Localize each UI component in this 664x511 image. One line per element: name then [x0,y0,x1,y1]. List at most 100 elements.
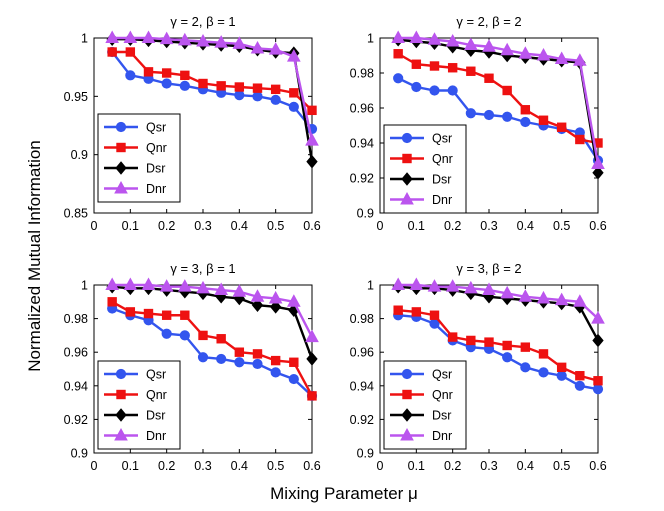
y-tick-label: 0.96 [350,346,374,360]
data-point [536,47,551,61]
data-point [411,81,422,93]
data-point [447,63,458,73]
series-dnr [391,277,605,324]
x-tick-label: 0.3 [194,219,211,233]
x-axis-label: Mixing Parameter μ [270,484,418,503]
legend-label: Dnr [432,429,452,443]
data-point [161,68,172,78]
data-point [159,31,174,45]
data-point [143,308,154,319]
subplot-title: γ = 3, β = 2 [456,261,521,276]
data-point [123,30,138,43]
x-tick-label: 0.6 [589,219,606,233]
data-point [288,373,299,385]
legend: Qsr Qnr Dsr Dnr [97,113,181,203]
data-point [463,280,478,294]
legend-label: Qnr [432,152,453,166]
series-dnr [391,30,605,169]
x-tick-label: 0.2 [158,219,175,233]
data-point [105,30,120,43]
y-tick-label: 0.9 [357,447,374,461]
x-tick-label: 0.5 [267,459,284,473]
data-point [161,328,172,339]
data-point [141,30,156,43]
x-tick-label: 0.6 [589,459,606,473]
data-point [391,277,406,290]
legend-swatch-marker [400,191,414,205]
legend-label: Dsr [432,173,451,187]
data-point [554,292,569,306]
data-point [572,53,587,66]
data-point [393,305,403,315]
subplot-1: γ = 2, β = 1 0 0.1 0.2 0.3 0.4 0.5 0.6 0.85 0.9 0.… [64,14,321,233]
legend-label: Qsr [146,368,166,382]
subplot-title: γ = 3, β = 1 [170,261,235,276]
data-point [520,105,531,115]
x-tick-label: 0.2 [158,459,175,473]
legend-swatch-marker [115,408,127,422]
data-point [393,73,404,84]
data-point [288,101,299,112]
data-point [556,370,567,381]
data-point [482,282,496,296]
data-point [232,36,247,49]
data-point [538,349,549,359]
data-point [393,49,403,59]
data-point [270,367,281,378]
data-point [252,83,263,93]
data-point [180,310,190,320]
data-point [161,310,172,320]
data-point [268,290,283,304]
series-qnr [107,297,317,401]
data-point [216,353,227,365]
x-tick-label: 0.3 [480,219,497,233]
data-point [270,94,281,105]
data-point [520,116,531,128]
subplot-2: γ = 2, β = 2 0 0.1 0.2 0.3 0.4 0.5 0.6 0.9 0.92 0.… [350,14,607,233]
x-tick-label: 0.5 [553,459,570,473]
data-point [465,108,476,119]
data-point [575,134,585,145]
data-point [592,384,604,395]
x-tick-label: 0 [91,219,98,233]
y-tick-label: 0.98 [64,312,88,326]
data-point [125,47,136,57]
legend-swatch-marker [401,368,413,380]
data-point [198,78,208,89]
y-axis-label: Normalized Mutual Information [25,140,44,371]
data-point [214,282,229,296]
legend-label: Qsr [432,132,452,146]
legend-label: Qsr [146,121,166,135]
data-point [502,85,512,96]
legend: Qsr Qnr Dsr Dnr [383,124,467,214]
legend-swatch-marker [115,161,127,175]
legend-label: Qnr [146,141,167,155]
data-point [234,90,245,101]
legend-label: Dnr [432,193,452,207]
data-point [556,122,567,132]
data-point [592,165,604,180]
subplot-grid: γ = 2, β = 1 0 0.1 0.2 0.3 0.4 0.5 0.6 0.85 0.9 0.… [64,14,607,473]
data-point [429,85,440,96]
data-point [429,61,440,71]
y-tick-label: 0.94 [350,137,374,151]
x-tick-label: 0.5 [553,219,570,233]
data-point [411,307,422,317]
x-tick-label: 0.6 [303,459,320,473]
data-point [429,310,440,320]
data-point [234,357,245,368]
data-point [179,80,190,91]
data-point [251,298,264,312]
data-point [159,279,174,292]
data-point [268,42,283,55]
data-point [482,39,496,52]
legend-swatch-marker [116,389,126,400]
series-line [112,283,314,338]
x-tick-label: 0.3 [480,459,497,473]
y-tick-label: 1 [81,279,88,293]
x-tick-label: 0.3 [194,459,211,473]
y-tick-label: 0.98 [350,67,374,81]
data-point [463,37,478,50]
series-dnr [105,30,319,146]
